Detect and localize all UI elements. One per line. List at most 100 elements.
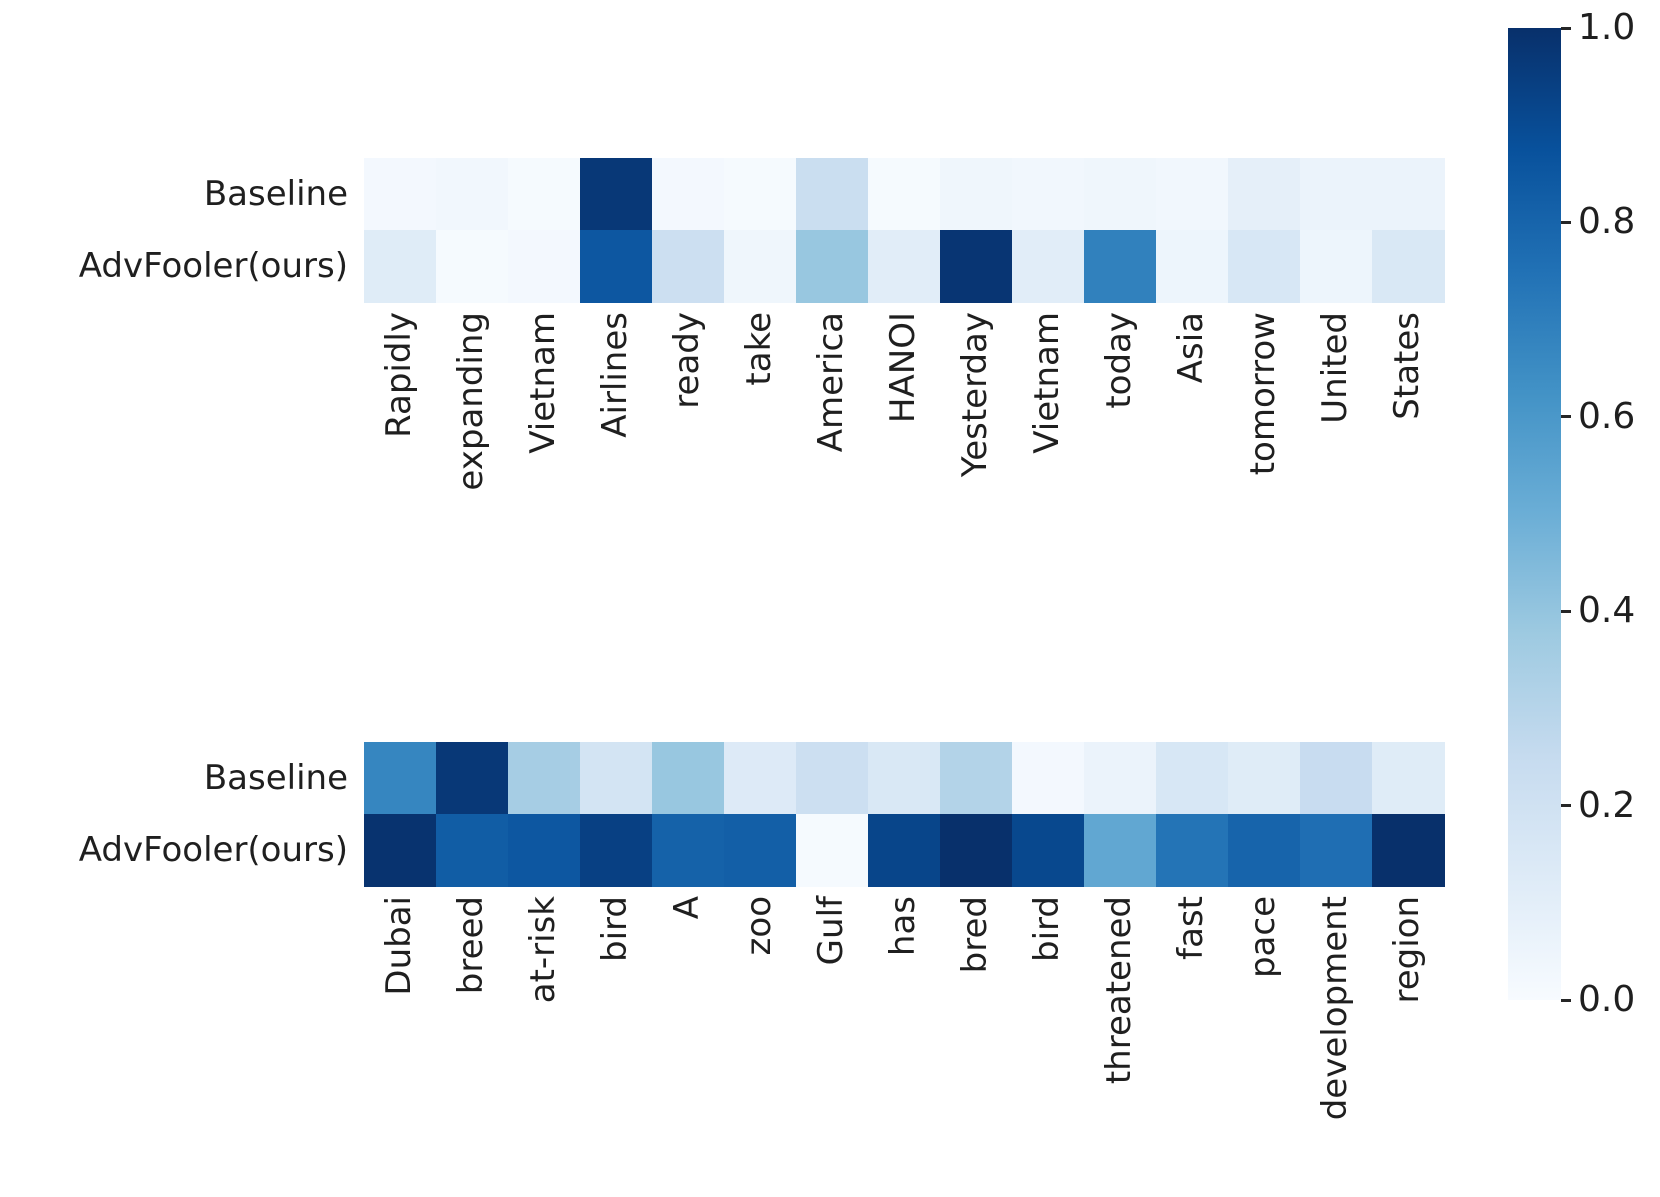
heatmap-cell: [1228, 230, 1301, 303]
colorbar-tick: [1561, 26, 1571, 30]
heatmap-sentence-1: [364, 158, 1445, 303]
heatmap-cell: [652, 742, 725, 815]
x-tick-label: HANOI: [883, 312, 923, 424]
heatmap-cell: [1300, 158, 1373, 231]
x-tick-label: Vietnam: [1027, 312, 1067, 454]
heatmap-sentence-2: [364, 742, 1445, 887]
colorbar-tick-label: 0.4: [1578, 590, 1636, 632]
heatmap-cell: [1012, 158, 1085, 231]
heatmap-cell: [1084, 814, 1157, 887]
heatmap-cell: [1228, 742, 1301, 815]
row-label-baseline: Baseline: [203, 174, 348, 214]
heatmap-cell: [652, 230, 725, 303]
heatmap-cell: [1300, 742, 1373, 815]
x-tick-label: tomorrow: [1243, 312, 1283, 476]
heatmap-cell: [796, 814, 869, 887]
heatmap-cell: [1012, 230, 1085, 303]
row-label-advfooler: AdvFooler(ours): [78, 830, 348, 870]
colorbar-tick-label: 0.8: [1578, 201, 1636, 243]
heatmap-cell: [364, 230, 437, 303]
colorbar-tick: [1561, 415, 1571, 419]
row-label-baseline: Baseline: [203, 758, 348, 798]
heatmap-cell: [868, 158, 941, 231]
heatmap-cell: [1372, 158, 1445, 231]
heatmap-cell: [1228, 814, 1301, 887]
heatmap-cell: [940, 158, 1013, 231]
heatmap-cell: [652, 158, 725, 231]
heatmap-cell: [1372, 742, 1445, 815]
heatmap-cell: [724, 742, 797, 815]
x-tick-label: bred: [955, 896, 995, 974]
heatmap-cell: [508, 158, 581, 231]
heatmap-cell: [796, 230, 869, 303]
heatmap-cell: [436, 814, 509, 887]
heatmap-cell: [1228, 158, 1301, 231]
x-tick-label: Gulf: [811, 896, 851, 966]
heatmap-cell: [508, 814, 581, 887]
heatmap-cell: [1084, 742, 1157, 815]
heatmap-cell: [580, 230, 653, 303]
heatmap-cell: [868, 742, 941, 815]
x-tick-label: expanding: [451, 312, 491, 491]
heatmap-cell: [508, 742, 581, 815]
x-tick-label: Vietnam: [523, 312, 563, 454]
heatmap-cell: [1012, 814, 1085, 887]
heatmap-cell: [724, 158, 797, 231]
heatmap-cell: [364, 742, 437, 815]
heatmap-cell: [724, 230, 797, 303]
heatmap-cell: [1084, 230, 1157, 303]
heatmap-cell: [1300, 814, 1373, 887]
heatmap-cell: [508, 230, 581, 303]
heatmap-cell: [1156, 814, 1229, 887]
heatmap-cell: [796, 742, 869, 815]
heatmap-cell: [940, 230, 1013, 303]
heatmap-cell: [940, 814, 1013, 887]
x-tick-label: pace: [1243, 896, 1283, 979]
x-tick-label: A: [667, 896, 707, 920]
x-tick-label: threatened: [1099, 896, 1139, 1085]
colorbar-tick-label: 0.2: [1578, 784, 1636, 826]
colorbar-tick: [1561, 220, 1571, 224]
x-tick-label: bird: [1027, 896, 1067, 962]
x-tick-label: Rapidly: [379, 312, 419, 438]
x-tick-label: States: [1387, 312, 1427, 420]
heatmap-cell: [1156, 230, 1229, 303]
x-tick-label: United: [1315, 312, 1355, 424]
heatmap-cell: [364, 158, 437, 231]
heatmap-cell: [436, 742, 509, 815]
x-tick-label: take: [739, 312, 779, 386]
colorbar-tick-label: 0.0: [1578, 979, 1636, 1020]
colorbar-tick: [1561, 998, 1571, 1002]
heatmap-cell: [1300, 230, 1373, 303]
colorbar-tick-label: 0.6: [1578, 395, 1636, 437]
x-tick-label: America: [811, 312, 851, 453]
x-tick-label: ready: [667, 312, 707, 409]
heatmap-cell: [580, 814, 653, 887]
x-tick-label: Yesterday: [955, 312, 995, 478]
x-tick-label: development: [1315, 896, 1355, 1121]
heatmap-cell: [436, 158, 509, 231]
heatmap-cell: [580, 158, 653, 231]
x-tick-label: region: [1387, 896, 1427, 1004]
heatmap-cell: [436, 230, 509, 303]
x-tick-label: bird: [595, 896, 635, 962]
heatmap-cell: [364, 814, 437, 887]
colorbar-gradient: [1508, 28, 1561, 1000]
heatmap-cell: [1012, 742, 1085, 815]
x-tick-label: Dubai: [379, 896, 419, 996]
x-tick-label: fast: [1171, 896, 1211, 960]
heatmap-cell: [724, 814, 797, 887]
x-tick-label: zoo: [739, 896, 779, 956]
heatmap-cell: [1372, 230, 1445, 303]
heatmap-cell: [1372, 814, 1445, 887]
x-tick-label: Asia: [1171, 312, 1211, 384]
heatmap-cell: [1156, 158, 1229, 231]
heatmap-cell: [940, 742, 1013, 815]
x-tick-label: Airlines: [595, 312, 635, 438]
x-tick-label: has: [883, 896, 923, 957]
colorbar-tick: [1561, 804, 1571, 808]
heatmap-cell: [1156, 742, 1229, 815]
row-label-advfooler: AdvFooler(ours): [78, 246, 348, 286]
x-tick-label: at-risk: [523, 896, 563, 1004]
